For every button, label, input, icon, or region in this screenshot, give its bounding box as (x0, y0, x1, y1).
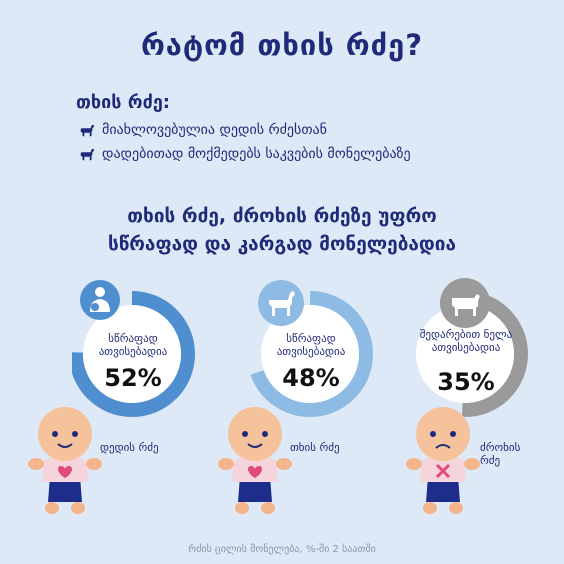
bullet-text: მიახლოვებულია დედის რძესთან (102, 122, 327, 138)
milk-label: თხის რძე (290, 441, 340, 454)
list-item: მიახლოვებულია დედის რძესთან (78, 120, 518, 140)
page-title: რატომ თხის რძე? (140, 28, 424, 62)
goat-icon (80, 148, 95, 161)
card-label: შედარებით ნელა ათვისებადია (419, 328, 513, 354)
card-percent: 48% (282, 364, 340, 392)
cow-icon (440, 278, 490, 328)
progress-ring (250, 291, 373, 417)
milk-label: დედის რძე (100, 441, 159, 454)
footer-note: რძის ცილის მონელება, %-ში 2 საათში (188, 544, 376, 555)
card-label: სწრაფად ათვისებადია (98, 332, 168, 358)
subtitle: თხის რძე: (76, 92, 171, 113)
progress-ring (72, 291, 195, 417)
milk-label: ძროხის რძე (480, 441, 521, 467)
happy-baby-illustration (218, 407, 292, 514)
headline-line-1: თხის რძე, ძროხის რძეზე უფრო (127, 205, 437, 227)
headline-line-2: სწრაფად და კარგად მონელებადია (107, 233, 457, 255)
card-percent: 52% (104, 364, 162, 392)
goat-icon (80, 124, 95, 137)
happy-baby-illustration (28, 407, 102, 514)
bullet-text: დადებითად მოქმედებს საკვების მონელებაზე (102, 146, 411, 162)
stat-card-goat-milk: სწრაფად ათვისებადია 48% (250, 290, 380, 420)
breastfeeding-icon (80, 280, 120, 320)
sad-baby-illustration (406, 407, 480, 514)
bullet-list: მიახლოვებულია დედის რძესთან დადებითად მო… (78, 120, 518, 168)
goat-icon (258, 280, 304, 326)
stat-card-mother-milk: სწრაფად ათვისებადია 52% (72, 290, 202, 420)
list-item: დადებითად მოქმედებს საკვების მონელებაზე (78, 144, 518, 164)
card-percent: 35% (437, 368, 495, 396)
card-label: სწრაფად ათვისებადია (276, 332, 346, 358)
